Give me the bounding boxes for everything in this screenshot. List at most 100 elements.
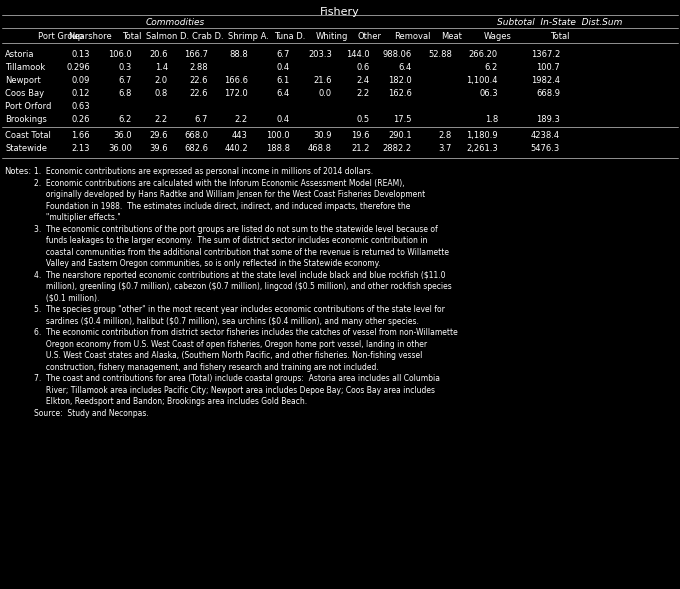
Text: Removal: Removal xyxy=(394,32,430,41)
Text: 6.7: 6.7 xyxy=(194,115,208,124)
Text: coastal communities from the additional contribution that some of the revenue is: coastal communities from the additional … xyxy=(34,247,449,256)
Text: 1,100.4: 1,100.4 xyxy=(466,76,498,85)
Text: 1367.2: 1367.2 xyxy=(531,50,560,59)
Text: Tillamook: Tillamook xyxy=(5,63,46,72)
Text: Statewide: Statewide xyxy=(5,144,47,153)
Text: originally developed by Hans Radtke and William Jensen for the West Coast Fisher: originally developed by Hans Radtke and … xyxy=(34,190,425,199)
Text: Foundation in 1988.  The estimates include direct, indirect, and induced impacts: Foundation in 1988. The estimates includ… xyxy=(34,201,410,210)
Text: Brookings: Brookings xyxy=(5,115,47,124)
Text: million), greenling ($0.7 million), cabezon ($0.7 million), lingcod ($0.5 millio: million), greenling ($0.7 million), cabe… xyxy=(34,282,452,291)
Text: 21.2: 21.2 xyxy=(352,144,370,153)
Text: 4.  The nearshore reported economic contributions at the state level include bla: 4. The nearshore reported economic contr… xyxy=(34,270,445,280)
Text: 36.00: 36.00 xyxy=(108,144,132,153)
Text: 6.4: 6.4 xyxy=(277,89,290,98)
Text: 0.0: 0.0 xyxy=(319,89,332,98)
Text: 2.8: 2.8 xyxy=(439,131,452,140)
Text: 7.  The coast and contributions for area (Total) include coastal groups:  Astori: 7. The coast and contributions for area … xyxy=(34,374,440,383)
Text: 1.  Economic contributions are expressed as personal income in millions of 2014 : 1. Economic contributions are expressed … xyxy=(34,167,373,176)
Text: 0.12: 0.12 xyxy=(71,89,90,98)
Text: 668.9: 668.9 xyxy=(536,89,560,98)
Text: 100.7: 100.7 xyxy=(537,63,560,72)
Text: 6.2: 6.2 xyxy=(119,115,132,124)
Text: Astoria: Astoria xyxy=(5,50,35,59)
Text: 182.0: 182.0 xyxy=(388,76,412,85)
Text: Shrimp A.: Shrimp A. xyxy=(228,32,269,41)
Text: 39.6: 39.6 xyxy=(150,144,168,153)
Text: 172.0: 172.0 xyxy=(224,89,248,98)
Text: 6.4: 6.4 xyxy=(398,63,412,72)
Text: Other: Other xyxy=(358,32,382,41)
Text: funds leakages to the larger economy.  The sum of district sector includes econo: funds leakages to the larger economy. Th… xyxy=(34,236,427,245)
Text: Total: Total xyxy=(550,32,570,41)
Text: Oregon economy from U.S. West Coast of open fisheries, Oregon home port vessel, : Oregon economy from U.S. West Coast of o… xyxy=(34,339,427,349)
Text: 0.296: 0.296 xyxy=(66,63,90,72)
Text: Notes:: Notes: xyxy=(4,167,31,176)
Text: 2.2: 2.2 xyxy=(357,89,370,98)
Text: 6.1: 6.1 xyxy=(277,76,290,85)
Text: 0.6: 0.6 xyxy=(357,63,370,72)
Text: ($0.1 million).: ($0.1 million). xyxy=(34,293,99,303)
Text: Total: Total xyxy=(122,32,141,41)
Text: Elkton, Reedsport and Bandon; Brookings area includes Gold Beach.: Elkton, Reedsport and Bandon; Brookings … xyxy=(34,397,307,406)
Text: 166.7: 166.7 xyxy=(184,50,208,59)
Text: 2.88: 2.88 xyxy=(189,63,208,72)
Text: 6.  The economic contribution from district sector fisheries includes the catche: 6. The economic contribution from distri… xyxy=(34,328,458,337)
Text: 6.8: 6.8 xyxy=(118,89,132,98)
Text: 2.13: 2.13 xyxy=(71,144,90,153)
Text: 106.0: 106.0 xyxy=(108,50,132,59)
Text: 1982.4: 1982.4 xyxy=(531,76,560,85)
Text: 2882.2: 2882.2 xyxy=(383,144,412,153)
Text: 22.6: 22.6 xyxy=(190,89,208,98)
Text: 3.  The economic contributions of the port groups are listed do not sum to the s: 3. The economic contributions of the por… xyxy=(34,224,438,233)
Text: construction, fishery management, and fishery research and training are not incl: construction, fishery management, and fi… xyxy=(34,362,379,372)
Text: 2,261.3: 2,261.3 xyxy=(466,144,498,153)
Text: 2.  Economic contributions are calculated with the Inforum Economic Assessment M: 2. Economic contributions are calculated… xyxy=(34,178,405,187)
Text: 88.8: 88.8 xyxy=(229,50,248,59)
Text: Wages: Wages xyxy=(484,32,512,41)
Text: Nearshore: Nearshore xyxy=(68,32,112,41)
Text: 2.0: 2.0 xyxy=(155,76,168,85)
Text: 52.88: 52.88 xyxy=(428,50,452,59)
Text: 203.3: 203.3 xyxy=(308,50,332,59)
Text: 20.6: 20.6 xyxy=(150,50,168,59)
Text: 1.8: 1.8 xyxy=(485,115,498,124)
Text: 5476.3: 5476.3 xyxy=(531,144,560,153)
Text: Newport: Newport xyxy=(5,76,41,85)
Text: 668.0: 668.0 xyxy=(184,131,208,140)
Text: 1,180.9: 1,180.9 xyxy=(466,131,498,140)
Text: 1.66: 1.66 xyxy=(71,131,90,140)
Text: 266.20: 266.20 xyxy=(469,50,498,59)
Text: Coast Total: Coast Total xyxy=(5,131,51,140)
Text: 06.3: 06.3 xyxy=(479,89,498,98)
Text: 188.8: 188.8 xyxy=(266,144,290,153)
Text: 2.4: 2.4 xyxy=(357,76,370,85)
Text: Fishery: Fishery xyxy=(320,7,360,17)
Text: 0.09: 0.09 xyxy=(71,76,90,85)
Text: 0.26: 0.26 xyxy=(71,115,90,124)
Text: 2.2: 2.2 xyxy=(155,115,168,124)
Text: Crab D.: Crab D. xyxy=(192,32,224,41)
Text: 144.0: 144.0 xyxy=(346,50,370,59)
Text: "multiplier effects.": "multiplier effects." xyxy=(34,213,121,222)
Text: 17.5: 17.5 xyxy=(394,115,412,124)
Text: Valley and Eastern Oregon communities, so is only reflected in the Statewide eco: Valley and Eastern Oregon communities, s… xyxy=(34,259,380,268)
Text: Port Group: Port Group xyxy=(38,32,83,41)
Text: Tuna D.: Tuna D. xyxy=(274,32,306,41)
Text: 468.8: 468.8 xyxy=(308,144,332,153)
Text: 0.8: 0.8 xyxy=(155,89,168,98)
Text: 0.5: 0.5 xyxy=(357,115,370,124)
Text: 0.63: 0.63 xyxy=(71,102,90,111)
Text: 682.6: 682.6 xyxy=(184,144,208,153)
Text: 290.1: 290.1 xyxy=(388,131,412,140)
Text: Meat: Meat xyxy=(441,32,462,41)
Text: River; Tillamook area includes Pacific City; Newport area includes Depoe Bay; Co: River; Tillamook area includes Pacific C… xyxy=(34,385,435,395)
Text: 0.4: 0.4 xyxy=(277,63,290,72)
Text: Port Orford: Port Orford xyxy=(5,102,52,111)
Text: Whiting: Whiting xyxy=(316,32,348,41)
Text: 30.9: 30.9 xyxy=(313,131,332,140)
Text: 21.6: 21.6 xyxy=(313,76,332,85)
Text: 3.7: 3.7 xyxy=(439,144,452,153)
Text: 6.7: 6.7 xyxy=(277,50,290,59)
Text: 162.6: 162.6 xyxy=(388,89,412,98)
Text: 0.3: 0.3 xyxy=(119,63,132,72)
